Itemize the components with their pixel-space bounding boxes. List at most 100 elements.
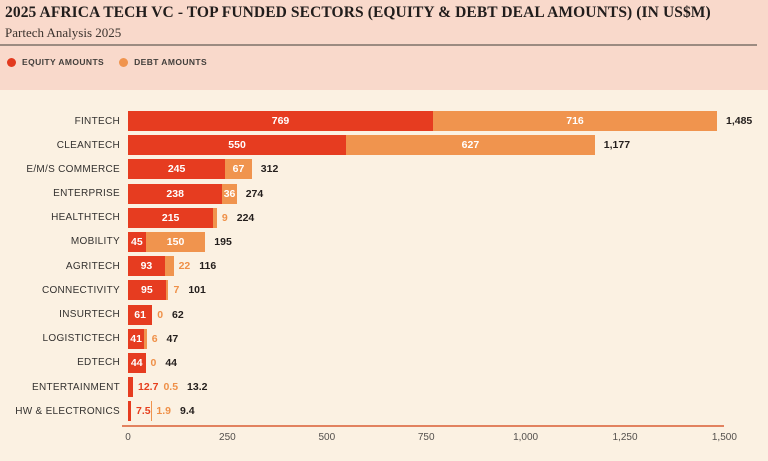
sector-label: HW & ELECTRONICS — [15, 405, 120, 417]
sector-label: E/M/S COMMERCE — [26, 163, 120, 175]
bar-row: HW & ELECTRONICS 7.5 1.9 9.4 — [0, 401, 768, 422]
equity-value-label: 93 — [140, 260, 153, 273]
stacked-bar: 245 67 312 — [128, 159, 279, 180]
stacked-bar: 61 0 62 — [128, 304, 184, 325]
debt-bar-segment — [213, 207, 217, 228]
total-label: 9.4 — [180, 405, 195, 418]
debt-bar-segment: 36 — [222, 183, 237, 204]
chart-title: 2025 AFRICA TECH VC - TOP FUNDED SECTORS… — [5, 4, 711, 21]
equity-bar-segment: 238 — [128, 183, 223, 204]
equity-value-label: 61 — [134, 308, 146, 321]
header-divider — [0, 44, 757, 46]
stacked-bar: 7.5 1.9 9.4 — [128, 401, 195, 422]
total-label: 101 — [188, 284, 206, 297]
x-axis-line — [122, 425, 724, 427]
stacked-bar: 238 36 274 — [128, 183, 264, 204]
sector-label: ENTERTAINMENT — [32, 381, 120, 393]
sector-label: CONNECTIVITY — [41, 284, 120, 296]
debt-value-label: 0 — [157, 308, 164, 321]
debt-value-label: 9 — [221, 211, 228, 224]
equity-bar-segment: 245 — [128, 159, 226, 180]
equity-bar-segment: 44 — [128, 352, 146, 373]
total-label: 224 — [236, 211, 255, 224]
equity-value-label: 245 — [167, 163, 186, 176]
equity-bar-segment: 93 — [128, 256, 165, 277]
bar-row: FINTECH 769 716 1,485 — [0, 111, 768, 131]
equity-bar-segment: 550 — [128, 135, 347, 156]
total-label: 195 — [214, 235, 232, 248]
total-label: 13.2 — [187, 381, 208, 394]
equity-bar-segment — [128, 377, 133, 398]
debt-value-label: 7 — [173, 284, 180, 297]
total-label: 116 — [199, 260, 217, 273]
stacked-bar: 95 7 101 — [128, 280, 206, 301]
debt-bar-segment: 716 — [433, 111, 717, 131]
equity-value-label: 7.5 — [136, 405, 151, 418]
header-band: 2025 AFRICA TECH VC - TOP FUNDED SECTORS… — [0, 0, 768, 90]
sector-label: ENTERPRISE — [53, 188, 120, 200]
total-label: 312 — [260, 163, 279, 176]
bar-row: CLEANTECH 550 627 1,177 — [0, 135, 768, 156]
stacked-bar: 44 0 44 — [128, 352, 178, 373]
legend-label-debt: DEBT AMOUNTS — [134, 57, 208, 67]
sector-label: AGRITECH — [65, 260, 120, 272]
debt-bar-segment: 627 — [346, 135, 595, 156]
total-label: 62 — [172, 308, 184, 321]
stacked-bar: 12.7 0.5 13.2 — [128, 377, 208, 398]
legend-label-equity: EQUITY AMOUNTS — [22, 57, 105, 67]
bar-row: MOBILITY 45 150 195 — [0, 231, 768, 252]
equity-bar-segment: 61 — [128, 304, 153, 325]
x-axis-tick: 250 — [219, 432, 236, 443]
equity-bar-segment: 769 — [128, 111, 433, 131]
equity-bar-segment: 45 — [128, 231, 146, 252]
equity-bar-segment: 95 — [128, 280, 166, 301]
chart-subtitle: Partech Analysis 2025 — [5, 25, 122, 40]
x-axis-tick: 750 — [417, 432, 435, 443]
equity-legend-dot-icon — [7, 57, 16, 67]
bar-row: LOGISTICTECH 41 6 47 — [0, 328, 768, 349]
total-label: 44 — [165, 356, 178, 369]
bar-row: ENTERTAINMENT 12.7 0.5 13.2 — [0, 377, 768, 398]
debt-value-label: 0 — [150, 356, 157, 369]
x-axis-tick: 1,500 — [711, 432, 737, 443]
equity-bar-segment — [128, 401, 131, 422]
bar-rows: FINTECH 769 716 1,485 CLEANTECH 550 627 1,177 E/… — [0, 111, 768, 425]
equity-value-label: 45 — [131, 235, 143, 248]
debt-bar-segment — [165, 280, 169, 301]
legend: EQUITY AMOUNTS DEBT AMOUNTS — [7, 57, 207, 67]
debt-value-label: 1.9 — [156, 405, 172, 418]
stacked-bar: 550 627 1,177 — [128, 135, 631, 156]
stacked-bar: 93 22 116 — [128, 256, 217, 277]
sector-label: FINTECH — [74, 115, 120, 127]
bar-row: INSURTECH 61 0 62 — [0, 304, 768, 325]
bar-row: CONNECTIVITY 95 7 101 — [0, 280, 768, 301]
sector-label: LOGISTICTECH — [42, 333, 120, 345]
equity-bar-segment: 215 — [128, 207, 214, 228]
sector-label: HEALTHTECH — [51, 212, 120, 224]
sector-label: MOBILITY — [70, 236, 120, 248]
debt-bar-segment: 67 — [225, 159, 252, 180]
debt-bar-segment — [164, 256, 174, 277]
equity-value-label: 238 — [166, 187, 184, 200]
total-label: 47 — [166, 332, 179, 345]
debt-bar-segment: 150 — [145, 231, 206, 252]
debt-value-label: 6 — [151, 332, 158, 345]
debt-value-label: 36 — [223, 187, 236, 200]
legend-item-equity: EQUITY AMOUNTS — [7, 57, 104, 67]
sector-label: CLEANTECH — [56, 139, 120, 151]
debt-bar-segment — [144, 328, 147, 349]
equity-value-label: 95 — [141, 284, 153, 297]
bar-row: HEALTHTECH 215 9 224 — [0, 207, 768, 228]
stacked-bar: 45 150 195 — [128, 231, 232, 252]
total-label: 1,177 — [603, 139, 631, 152]
equity-value-label: 12.7 — [138, 381, 159, 394]
stacked-bar: 769 716 1,485 — [128, 111, 752, 131]
stacked-bar: 215 9 224 — [128, 207, 255, 228]
bar-row: E/M/S COMMERCE 245 67 312 — [0, 159, 768, 180]
x-axis-tick: 1,250 — [612, 432, 638, 443]
total-label: 1,485 — [726, 115, 753, 127]
total-label: 274 — [245, 187, 264, 200]
equity-value-label: 550 — [228, 139, 246, 152]
x-axis-tick: 1,000 — [513, 432, 539, 443]
